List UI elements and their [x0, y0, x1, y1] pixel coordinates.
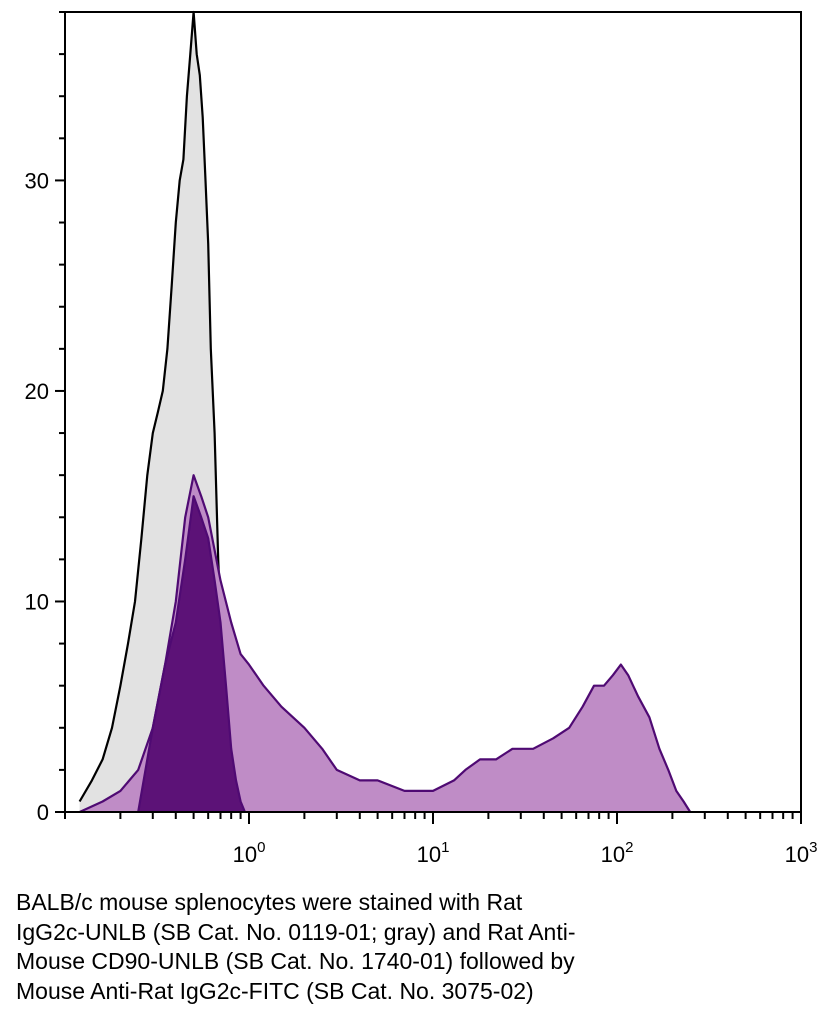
x-tick-label: 101 [417, 839, 450, 867]
x-tick-label: 103 [785, 839, 818, 867]
series-0-line [78, 10, 242, 813]
histogram-figure: 0 10 20 30 100 101 102 103 [25, 10, 818, 867]
series-layer [78, 10, 692, 814]
y-tick-label: 30 [25, 168, 49, 193]
series-2-line [137, 495, 246, 813]
caption-line: BALB/c mouse splenocytes were stained wi… [16, 889, 523, 915]
y-tick-label: 0 [37, 800, 49, 825]
caption-line: Mouse CD90-UNLB (SB Cat. No. 1740-01) fo… [16, 948, 575, 974]
series-2-area [138, 496, 245, 812]
y-axis-ticks: 0 10 20 30 [25, 11, 65, 825]
x-tick-label: 100 [233, 839, 266, 867]
y-tick-label: 20 [25, 379, 49, 404]
figure-caption: BALB/c mouse splenocytes were stained wi… [16, 888, 816, 1006]
x-tick-label: 102 [601, 839, 634, 867]
x-axis-ticks: 100 101 102 103 [64, 812, 818, 867]
caption-line: IgG2c-UNLB (SB Cat. No. 0119-01; gray) a… [16, 918, 576, 945]
series-1-area [79, 475, 691, 812]
histogram-chart: 0 10 20 30 100 101 102 103 [25, 10, 818, 867]
caption-line: Mouse Anti-Rat IgG2c-FITC (SB Cat. No. 3… [16, 977, 534, 1004]
y-tick-label: 10 [25, 589, 49, 614]
series-1-line [79, 474, 692, 814]
